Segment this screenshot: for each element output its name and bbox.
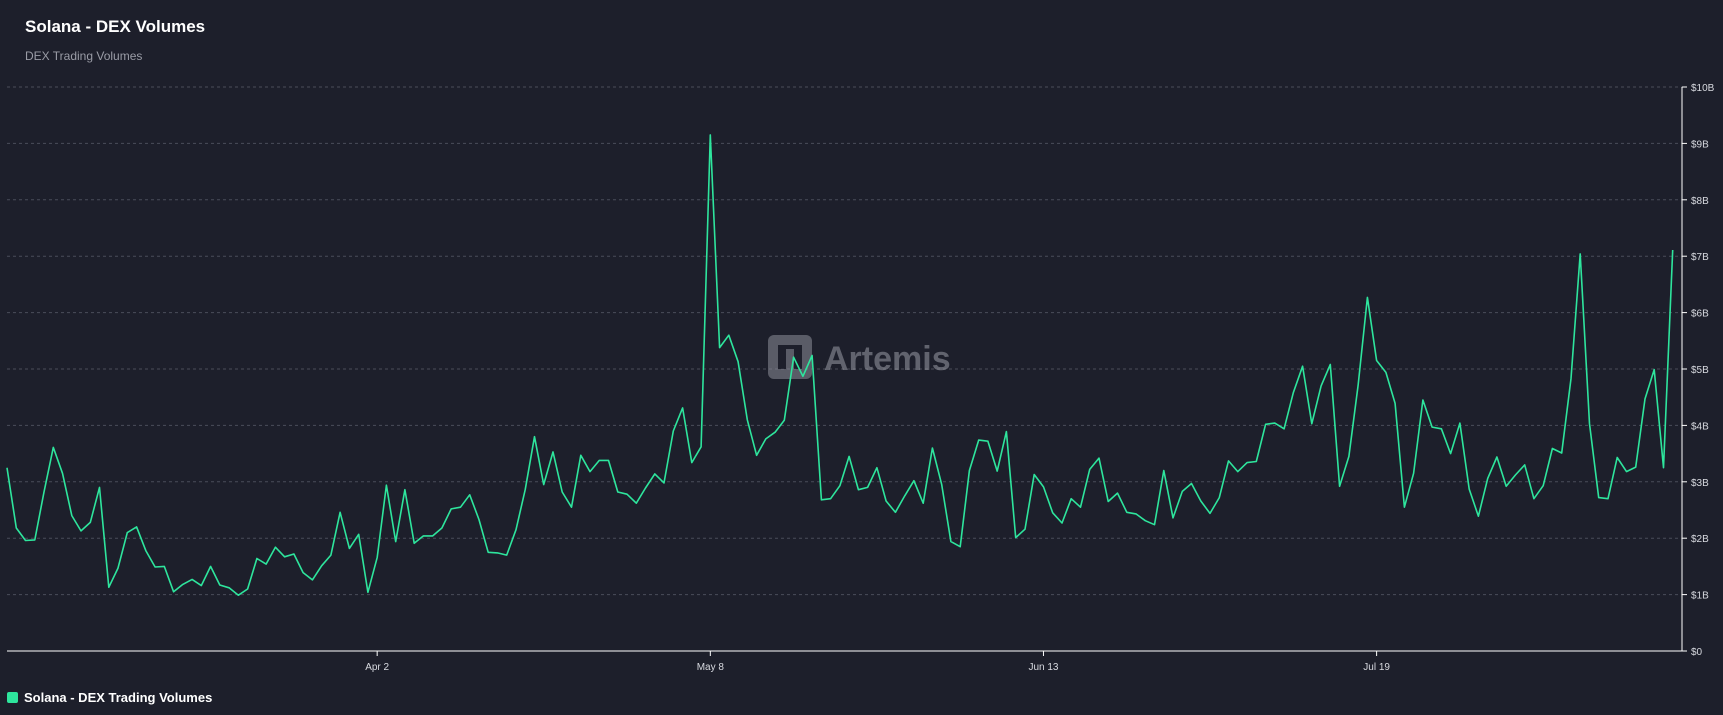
watermark-text: Artemis [824, 340, 951, 378]
chart-title: Solana - DEX Volumes [25, 17, 206, 36]
x-axis-ticks: Apr 2 May 8 Jun 13 Jul 19 [365, 662, 1390, 673]
x-tick-label: Apr 2 [365, 662, 389, 673]
y-tick-label: $4B [1691, 421, 1709, 432]
y-tick-label: $9B [1691, 139, 1709, 150]
y-tick-label: $3B [1691, 478, 1709, 489]
x-tick-label: Jun 13 [1028, 662, 1058, 673]
x-tick-label: May 8 [697, 662, 725, 673]
y-tick-label: $7B [1691, 252, 1709, 263]
artemis-logo-icon-bar [786, 349, 794, 369]
series-group [6, 134, 1674, 597]
legend[interactable]: Solana - DEX Trading Volumes [7, 690, 212, 705]
y-tick-label: $2B [1691, 534, 1709, 545]
legend-swatch [7, 692, 18, 703]
y-tick-label: $8B [1691, 196, 1709, 207]
chart-subtitle: DEX Trading Volumes [25, 49, 143, 63]
watermark: Artemis [768, 335, 951, 379]
y-tick-label: $10B [1691, 83, 1715, 94]
y-tick-label: $5B [1691, 365, 1709, 376]
y-tick-label: $1B [1691, 591, 1709, 602]
y-axis-ticks: $0 $1B $2B $3B $4B $5B $6B $7B $8B $9B $10B [1691, 83, 1715, 658]
y-tick-label: $0 [1691, 647, 1703, 658]
series-line[interactable] [6, 134, 1674, 597]
x-tick-label: Jul 19 [1363, 662, 1390, 673]
legend-label: Solana - DEX Trading Volumes [24, 690, 213, 705]
axes [7, 86, 1687, 656]
y-tick-label: $6B [1691, 309, 1709, 320]
line-chart: Artemis $0 $1B $2B $3B $4B $5B $6B $7B $8B $9B $10… [6, 83, 1715, 673]
